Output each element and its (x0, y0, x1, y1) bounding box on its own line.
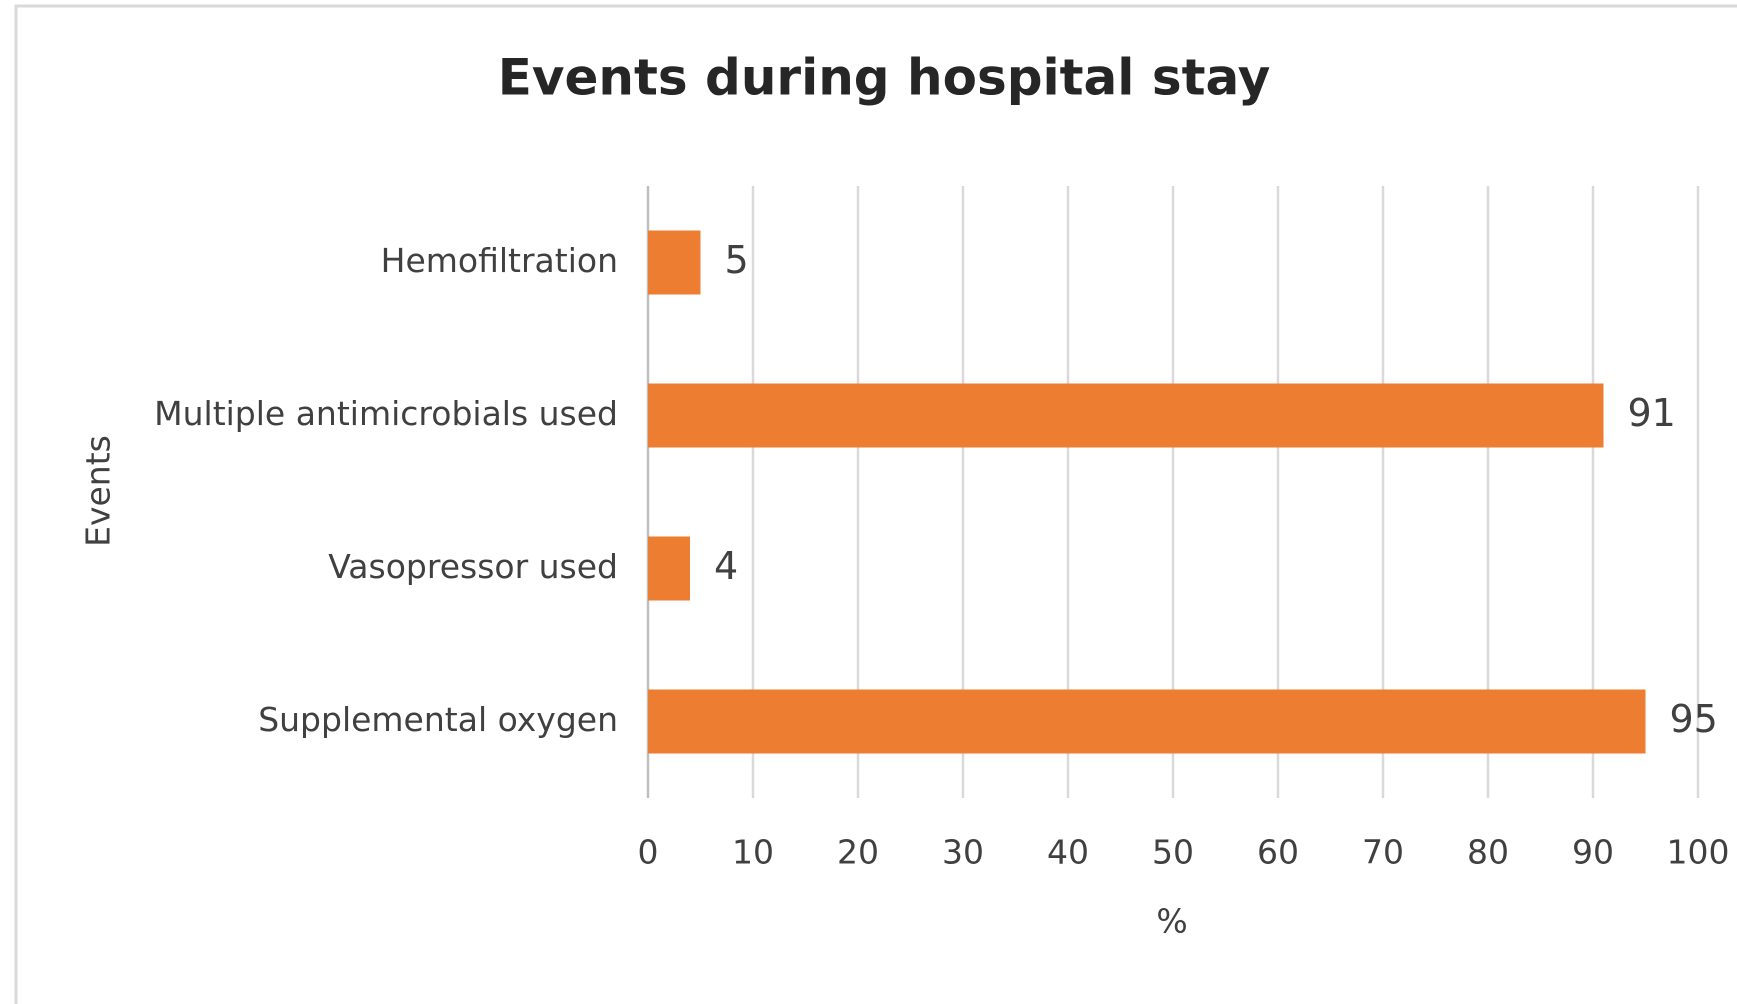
chart-title: Events during hospital stay (498, 49, 1271, 107)
x-tick-label: 0 (638, 833, 659, 872)
x-axis-label: % (1156, 902, 1187, 941)
value-label: 95 (1670, 697, 1718, 741)
x-tick-label: 100 (1667, 833, 1730, 872)
y-tick-label: Hemofiltration (381, 241, 618, 280)
value-label: 5 (725, 238, 749, 282)
x-tick-label: 30 (942, 833, 984, 872)
bar (648, 536, 690, 601)
x-tick-label: 80 (1467, 833, 1509, 872)
x-tick-label: 60 (1257, 833, 1299, 872)
bar (648, 383, 1604, 448)
value-label: 91 (1628, 391, 1676, 435)
x-tick-label: 20 (837, 833, 879, 872)
y-tick-label: Vasopressor used (328, 547, 618, 586)
value-label: 4 (714, 544, 738, 588)
x-tick-label: 70 (1362, 833, 1404, 872)
x-tick-label: 90 (1572, 833, 1614, 872)
chart-frame (14, 4, 1737, 1004)
x-tick-label: 10 (732, 833, 774, 872)
y-axis-label: Events (79, 435, 118, 547)
x-tick-label: 50 (1152, 833, 1194, 872)
y-tick-label: Supplemental oxygen (258, 700, 618, 739)
bar (648, 230, 701, 295)
bar (648, 689, 1646, 754)
x-tick-label: 40 (1047, 833, 1089, 872)
y-tick-label: Multiple antimicrobials used (154, 394, 618, 433)
